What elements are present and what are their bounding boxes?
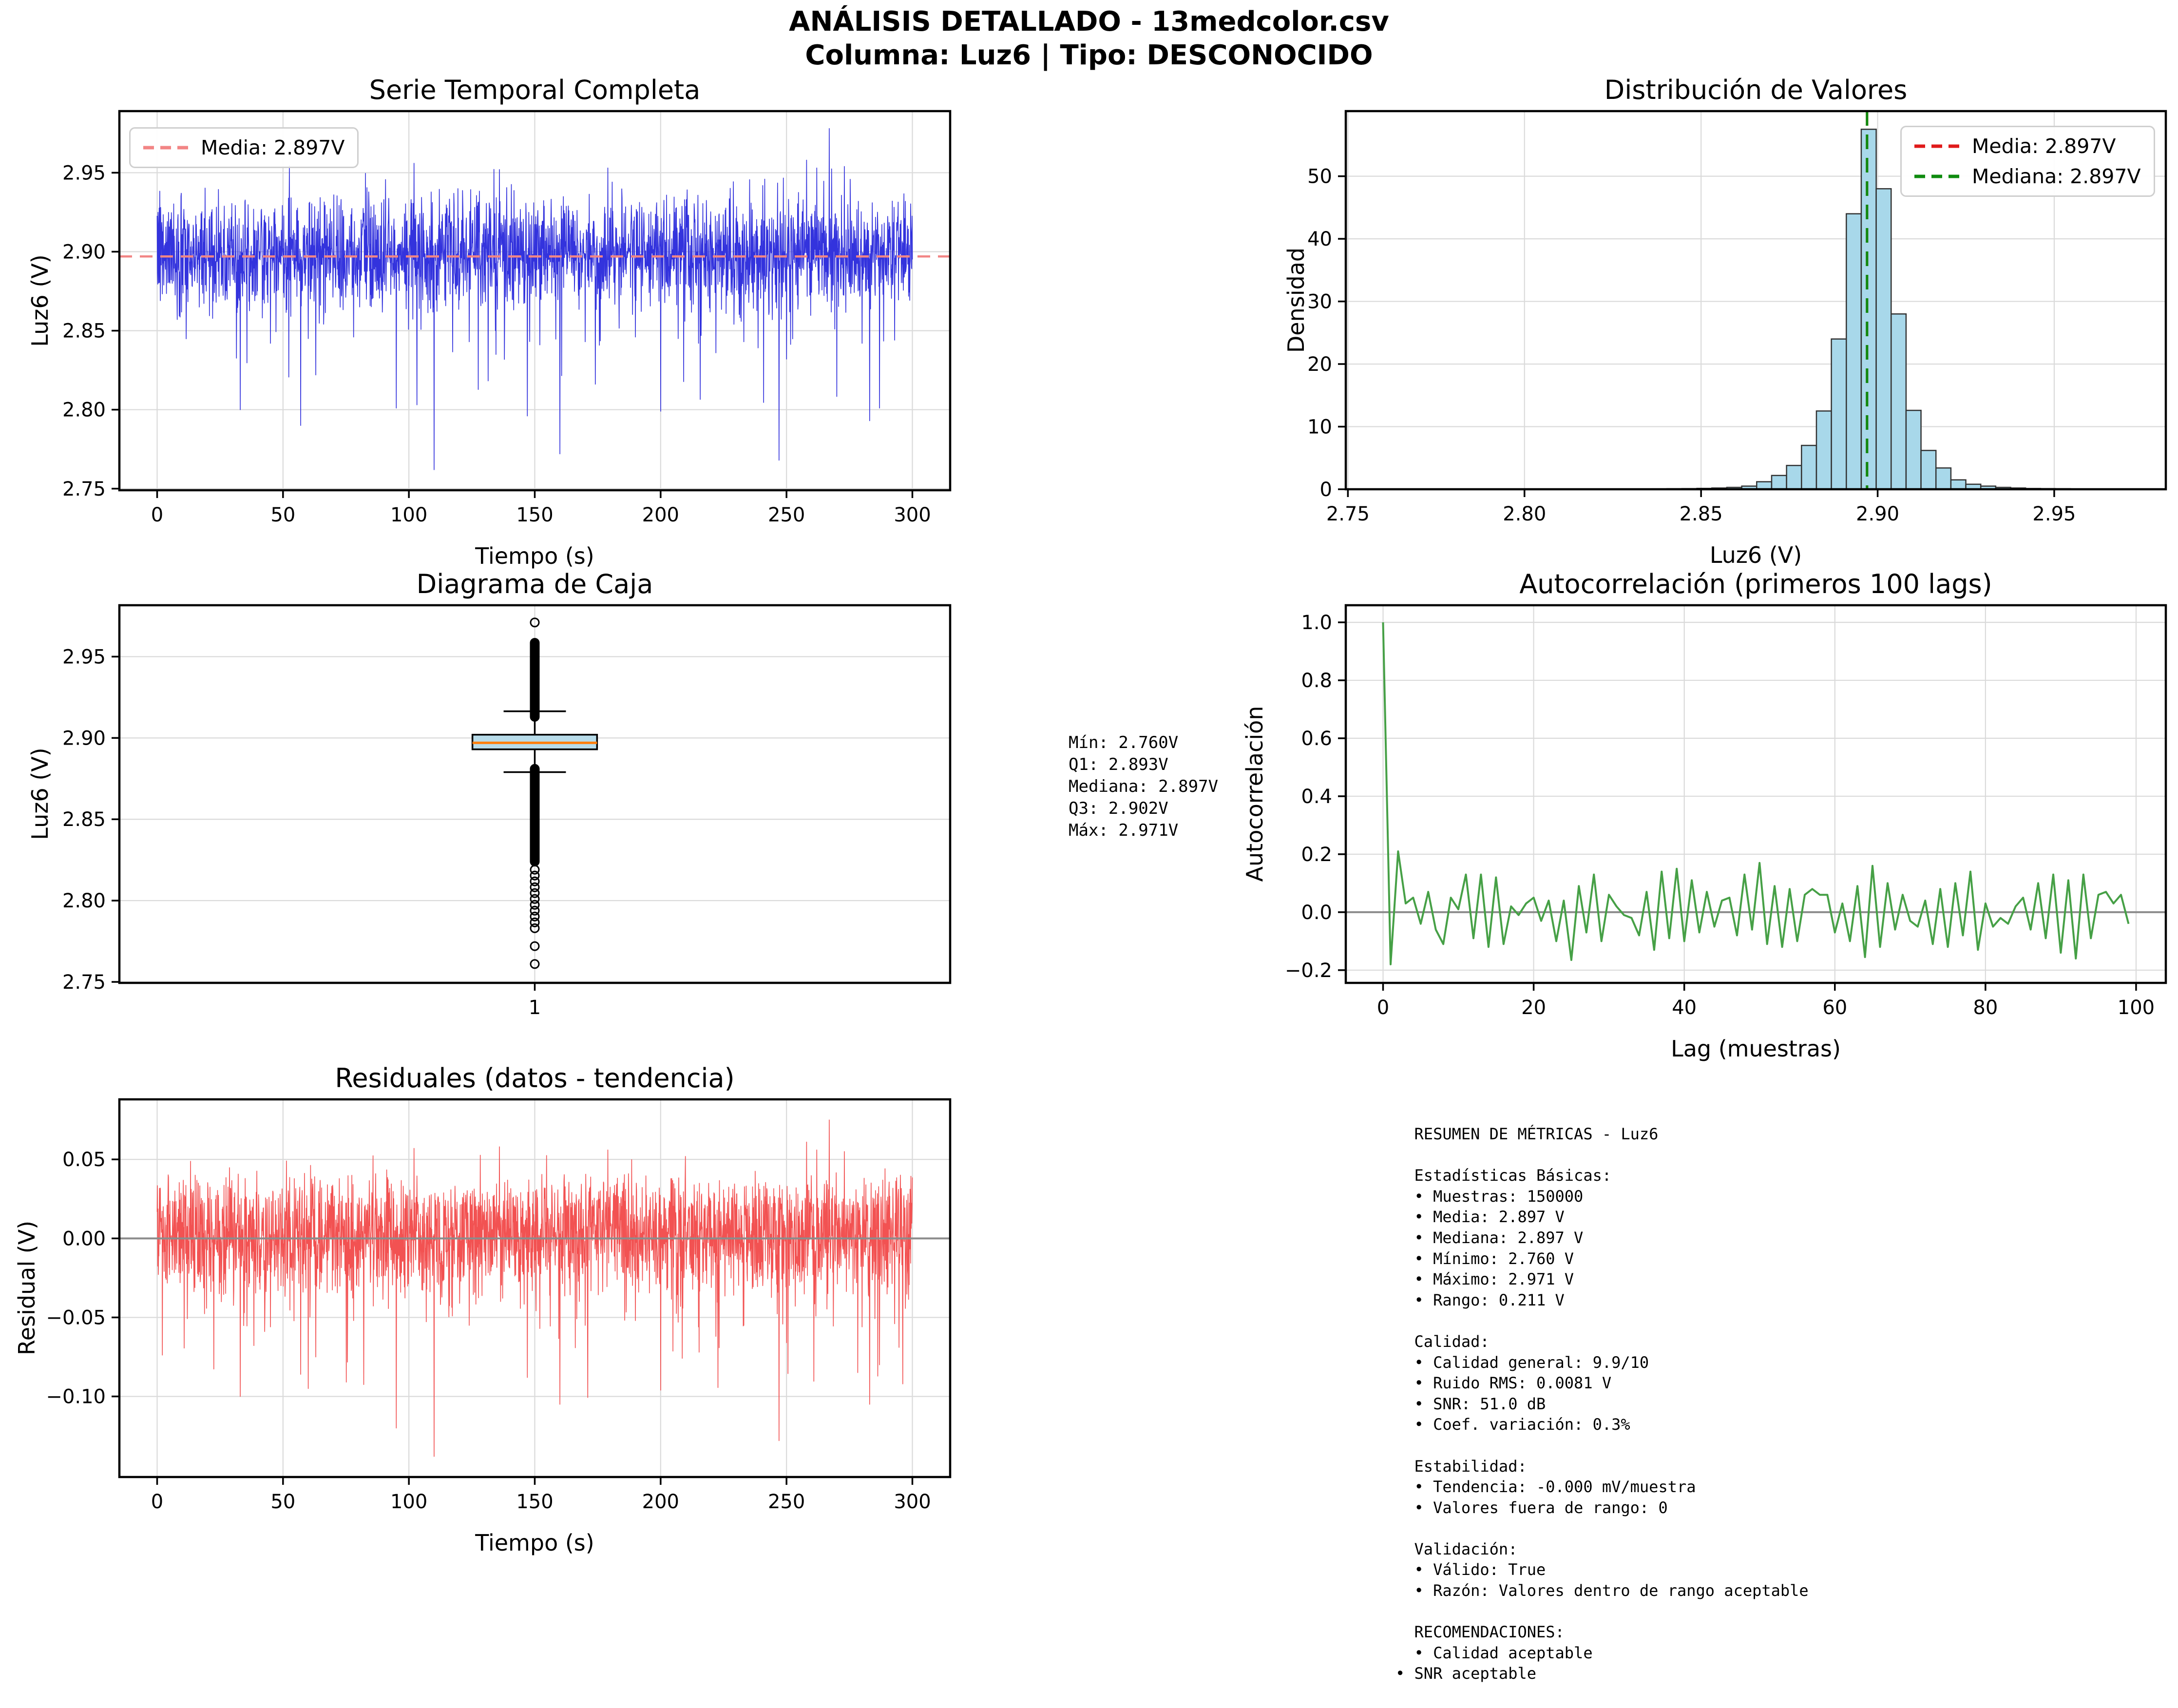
svg-text:0: 0	[151, 504, 163, 526]
svg-text:40: 40	[1672, 997, 1697, 1019]
legend-entry: Media: 2.897V	[1914, 135, 2141, 157]
timeseries-title: Serie Temporal Completa	[369, 75, 701, 105]
histogram-xlabel: Luz6 (V)	[1709, 542, 1802, 568]
svg-text:50: 50	[270, 1491, 295, 1513]
svg-text:2.90: 2.90	[62, 241, 106, 264]
svg-text:0.2: 0.2	[1301, 844, 1332, 866]
svg-text:2.90: 2.90	[1856, 503, 1899, 525]
svg-text:2.90: 2.90	[62, 727, 106, 749]
svg-text:150: 150	[516, 1491, 553, 1513]
svg-text:100: 100	[390, 1491, 427, 1513]
svg-text:300: 300	[894, 1491, 931, 1513]
svg-text:2.75: 2.75	[62, 971, 106, 994]
figure-suptitle: ANÁLISIS DETALLADO - 13medcolor.csv Colu…	[0, 5, 2178, 72]
svg-text:0.4: 0.4	[1301, 786, 1332, 808]
svg-text:0.8: 0.8	[1301, 670, 1332, 692]
suptitle-line2: Columna: Luz6 | Tipo: DESCONOCIDO	[805, 39, 1373, 71]
legend-entry: Media: 2.897V	[143, 136, 344, 159]
acf-plot: 0 20 40 60 80 100 −0.2 0.0 0.2 0.4 0.6 0.8 1.0	[1285, 604, 2167, 1019]
svg-text:80: 80	[1973, 997, 1998, 1019]
boxplot-stats-text: Mín: 2.760V Q1: 2.893V Mediana: 2.897V Q…	[1069, 733, 1219, 840]
timeseries-legend: Media: 2.897V	[129, 127, 359, 168]
svg-text:30: 30	[1307, 291, 1332, 313]
svg-text:2.80: 2.80	[62, 399, 106, 422]
histogram-legend: Media: 2.897V Mediana: 2.897V	[1900, 126, 2155, 197]
svg-text:20: 20	[1521, 997, 1546, 1019]
svg-text:40: 40	[1307, 228, 1332, 250]
legend-entry-label: Mediana: 2.897V	[1972, 165, 2141, 188]
svg-text:150: 150	[516, 504, 553, 526]
svg-text:2.80: 2.80	[1503, 503, 1546, 525]
svg-text:20: 20	[1307, 353, 1332, 376]
acf-xlabel: Lag (muestras)	[1671, 1036, 1841, 1062]
svg-text:50: 50	[270, 504, 295, 526]
svg-text:100: 100	[390, 504, 427, 526]
histogram-plot: 2.75 2.80 2.85 2.90 2.95 0 10 20 30 40 50	[1307, 110, 2167, 525]
svg-text:0: 0	[1320, 479, 1332, 501]
histogram-title: Distribución de Valores	[1604, 75, 1908, 105]
legend-dash-icon	[143, 146, 188, 150]
svg-text:300: 300	[894, 504, 931, 526]
legend-entry: Mediana: 2.897V	[1914, 165, 2141, 188]
svg-text:−0.10: −0.10	[46, 1386, 106, 1408]
metrics-summary-text: RESUMEN DE MÉTRICAS - Luz6 Estadísticas …	[1395, 1125, 1809, 1683]
svg-text:250: 250	[768, 504, 805, 526]
svg-text:−0.05: −0.05	[46, 1306, 106, 1329]
legend-dash-icon	[1914, 174, 1959, 178]
svg-text:0.6: 0.6	[1301, 728, 1332, 750]
acf-title: Autocorrelación (primeros 100 lags)	[1519, 569, 1992, 599]
timeseries-xlabel: Tiempo (s)	[475, 543, 594, 569]
svg-text:0.00: 0.00	[62, 1228, 106, 1250]
svg-text:2.95: 2.95	[62, 162, 106, 184]
svg-text:100: 100	[2118, 997, 2155, 1019]
svg-text:2.75: 2.75	[62, 478, 106, 500]
svg-text:2.95: 2.95	[2032, 503, 2076, 525]
legend-entry-label: Media: 2.897V	[1972, 134, 2116, 158]
svg-text:0.0: 0.0	[1301, 902, 1332, 924]
svg-text:0.05: 0.05	[62, 1149, 106, 1171]
residuals-ylabel: Residual (V)	[14, 1220, 40, 1356]
svg-text:1.0: 1.0	[1301, 612, 1332, 634]
boxplot-title: Diagrama de Caja	[416, 569, 653, 599]
suptitle-line1: ANÁLISIS DETALLADO - 13medcolor.csv	[789, 6, 1389, 38]
legend-dash-icon	[1914, 144, 1959, 148]
svg-text:2.85: 2.85	[62, 808, 106, 831]
svg-text:−0.2: −0.2	[1285, 960, 1332, 982]
residuals-title: Residuales (datos - tendencia)	[335, 1063, 735, 1094]
svg-text:2.75: 2.75	[1326, 503, 1370, 525]
residuals-plot: 0 50 100 150 200 250 300 −0.10 −0.05 0.00 0.05	[46, 1098, 952, 1513]
svg-text:200: 200	[642, 504, 679, 526]
legend-entry-label: Media: 2.897V	[201, 136, 345, 159]
boxplot-plot: 1 2.75 2.80 2.85 2.90 2.95	[62, 604, 952, 1019]
svg-text:0: 0	[151, 1491, 163, 1513]
svg-text:60: 60	[1822, 997, 1847, 1019]
svg-text:1: 1	[529, 997, 541, 1019]
svg-text:2.85: 2.85	[1680, 503, 1723, 525]
svg-text:250: 250	[768, 1491, 805, 1513]
svg-text:200: 200	[642, 1491, 679, 1513]
svg-text:2.85: 2.85	[62, 320, 106, 343]
svg-text:2.80: 2.80	[62, 890, 106, 912]
residuals-xlabel: Tiempo (s)	[475, 1530, 594, 1556]
timeseries-plot: 0 50 100 150 200 250 300 2.75 2.80 2.85 2.90 2.95	[62, 110, 952, 526]
svg-text:0: 0	[1377, 997, 1389, 1019]
svg-text:2.95: 2.95	[62, 646, 106, 668]
svg-text:10: 10	[1307, 416, 1332, 439]
svg-text:50: 50	[1307, 166, 1332, 188]
